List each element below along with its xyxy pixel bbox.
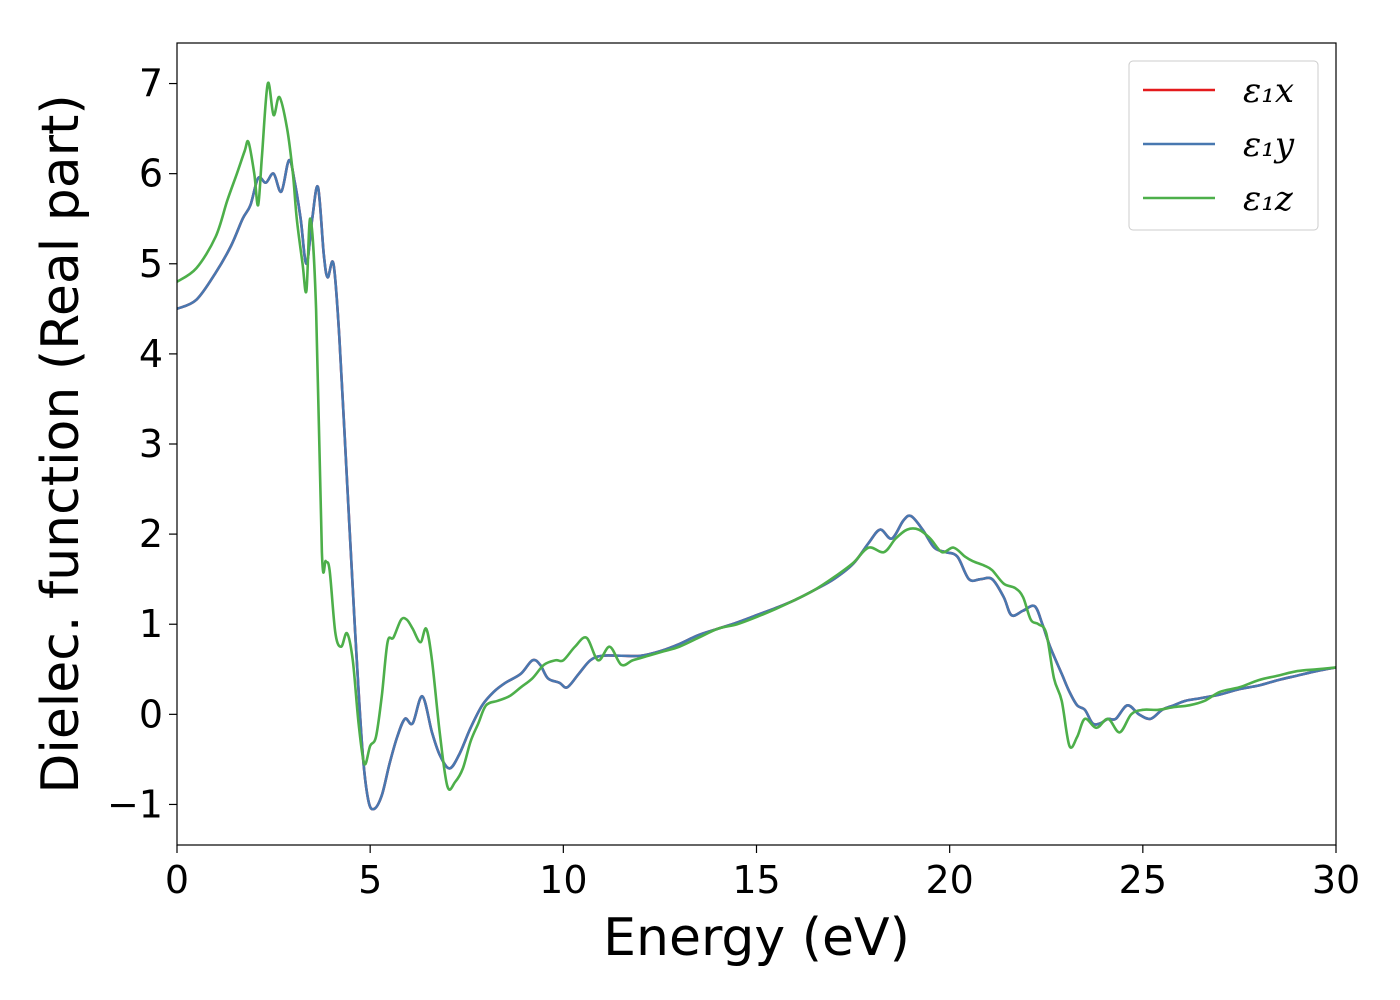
legend-label: ε₁y [1243,125,1295,165]
x-tick-label: 15 [732,858,780,902]
y-tick-label: 1 [139,602,163,646]
y-tick-label: −1 [107,782,163,826]
series-line-0 [177,158,1336,811]
x-axis-label: Energy (eV) [603,908,910,968]
y-tick-label: 3 [139,422,163,466]
x-tick-label: 5 [358,858,382,902]
legend: ε₁x ε₁y ε₁z [1128,60,1319,231]
legend-label: ε₁z [1243,179,1294,219]
x-tick-label: 20 [925,858,973,902]
y-axis-ticks: −1 0 1 2 3 4 5 6 7 [107,62,177,826]
y-tick-label: 2 [139,512,163,556]
y-axis-label: Dielec. function (Real part) [31,94,91,793]
y-tick-label: 4 [139,332,163,376]
legend-label: ε₁x [1243,71,1294,111]
series-line-1 [177,158,1336,811]
y-tick-label: 5 [139,242,163,286]
series-line-2 [177,81,1336,791]
x-axis-ticks: 0 5 10 15 20 25 30 [165,845,1360,902]
x-tick-label: 30 [1312,858,1360,902]
x-tick-label: 10 [539,858,587,902]
y-tick-label: 7 [139,62,163,106]
y-tick-label: 0 [139,692,163,736]
series-lines [177,81,1336,811]
y-tick-label: 6 [139,152,163,196]
legend-box [1128,60,1319,231]
x-tick-label: 0 [165,858,189,902]
x-tick-label: 25 [1119,858,1167,902]
